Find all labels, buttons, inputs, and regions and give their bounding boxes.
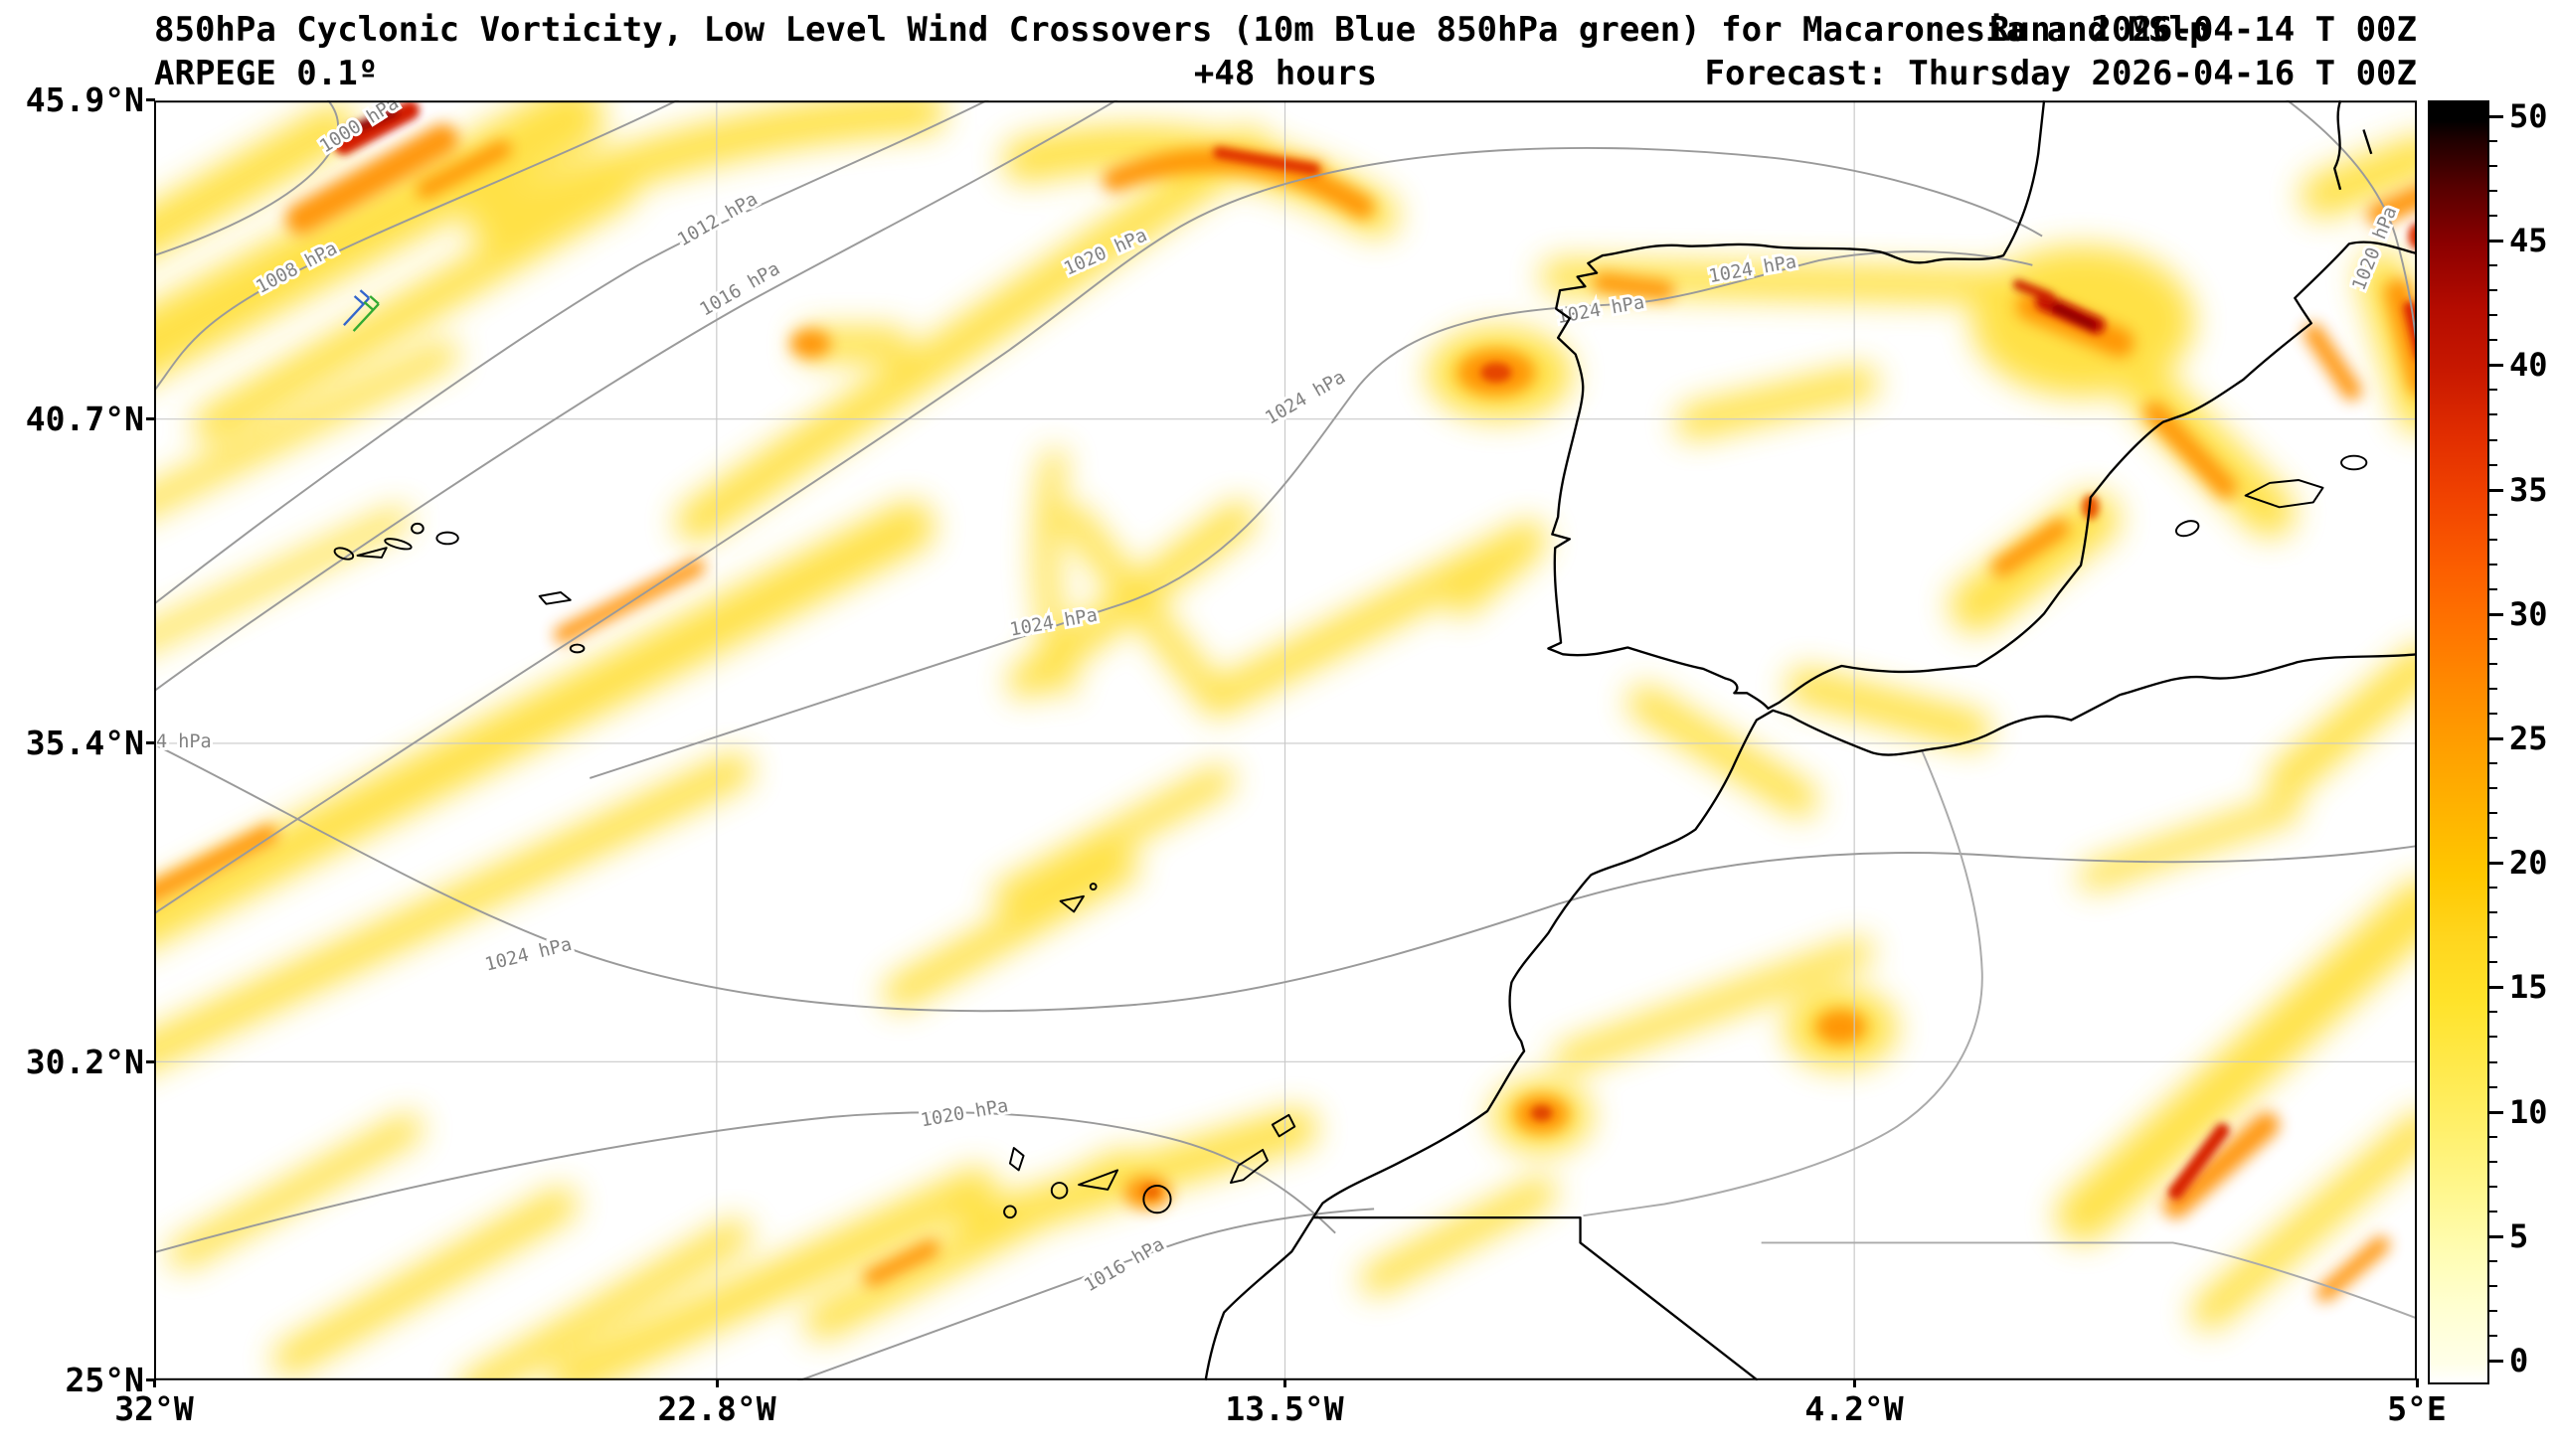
colorbar-tick [2489,1259,2497,1262]
axis-x-tick-label: 22.8°W [607,1378,826,1428]
colorbar-tick [2489,289,2497,292]
colorbar-tick-label: 25 [2509,720,2548,757]
axis-x-tick-label: 5°E [2307,1378,2526,1428]
colorbar-tick [2489,712,2497,715]
gridlines [154,100,2417,1380]
colorbar-tick-label: 0 [2509,1342,2529,1379]
colorbar-tick [2489,662,2497,665]
colorbar-tick [2489,190,2497,193]
axis-x-tick-label: 32°W [45,1378,263,1428]
colorbar-tick [2489,587,2497,590]
colorbar-tick [2489,862,2503,866]
colorbar-tick [2489,1135,2497,1138]
colorbar-tick [2489,737,2503,740]
colorbar-tick [2489,637,2497,640]
isobar-contours [154,100,2417,1380]
colorbar-tick [2489,488,2503,492]
colorbar-tick-label: 40 [2509,346,2548,385]
colorbar-tick [2489,612,2503,616]
wind-barb-green-icon [352,295,380,332]
colorbar-tick [2489,314,2497,317]
colorbar-tick [2489,887,2497,890]
colorbar-tick [2489,1185,2497,1188]
lead-time-label: +48 hours [1193,54,1378,93]
colorbar-tick [2489,1110,2503,1114]
model-label: ARPEGE 0.1º [154,54,379,93]
country-borders [1583,750,2417,1320]
colorbar-tick [2489,837,2497,840]
colorbar-tick [2489,1334,2497,1337]
colorbar-tick-label: 10 [2509,1092,2548,1131]
colorbar-tick [2489,1160,2497,1163]
colorbar-tick [2489,1284,2497,1287]
colorbar-tick [2489,1011,2497,1014]
colorbar-tick [2489,538,2497,541]
axis-y-tick-label: 45.9°N [0,81,155,119]
coastlines [1204,100,2417,1380]
colorbar-tick [2489,1309,2497,1312]
run-label: Run: 2026-04-14 T 00Z [1989,10,2417,50]
colorbar-tick-label: 35 [2509,470,2548,509]
colorbar-tick [2489,986,2503,990]
colorbar-tick [2489,1234,2503,1238]
map-plot-area: 1000 hPa 1008 hPa 1012 hPa 1016 hPa 1020… [154,100,2417,1380]
axis-x-tick-label: 13.5°W [1175,1378,1394,1428]
colorbar-tick [2489,812,2497,815]
colorbar-tick [2489,563,2497,566]
colorbar-gradient [2428,100,2489,1384]
islands [333,454,2368,1219]
colorbar-tick-label: 5 [2509,1216,2529,1255]
colorbar-tick [2489,936,2497,939]
colorbar-tick [2489,264,2497,267]
colorbar-tick [2489,215,2497,218]
colorbar-tick [2489,364,2503,368]
colorbar-tick [2489,240,2503,243]
colorbar-tick [2489,1060,2497,1063]
colorbar-tick [2489,1210,2497,1213]
colorbar-tick-label: 15 [2509,968,2548,1007]
forecast-label: Forecast: Thursday 2026-04-16 T 00Z [1704,54,2417,93]
colorbar-tick [2489,1036,2497,1039]
colorbar-tick [2489,389,2497,392]
colorbar-tick-label: 30 [2509,594,2548,633]
axis-y-tick-label: 35.4°N [0,725,155,762]
wind-barbs [343,289,380,332]
axis-y-tick-label: 25°N [0,1362,155,1399]
colorbar-tick [2489,687,2497,690]
colorbar-tick-label: 50 [2509,97,2548,135]
colorbar-tick [2489,165,2497,168]
colorbar-tick [2489,1085,2497,1088]
colorbar-tick [2489,140,2497,143]
colorbar-tick [2489,115,2503,118]
colorbar-tick [2489,911,2497,914]
colorbar-tick [2489,438,2497,441]
axis-y-tick-label: 40.7°N [0,401,155,438]
colorbar: 0 5 10 15 20 25 30 35 40 45 50 [2428,97,2559,1402]
colorbar-tick [2489,513,2497,516]
axis-x-tick-label: 4.2°W [1745,1378,1963,1428]
colorbar-tick [2489,1360,2503,1363]
colorbar-tick-label: 45 [2509,222,2548,260]
axis-y-tick-label: 30.2°N [0,1044,155,1081]
colorbar-tick [2489,762,2497,765]
colorbar-tick-label: 20 [2509,844,2548,883]
colorbar-tick [2489,339,2497,342]
colorbar-tick [2489,961,2497,964]
colorbar-tick [2489,463,2497,466]
isobar-label: 4 hPa [156,731,212,752]
colorbar-tick [2489,413,2497,416]
colorbar-tick [2489,787,2497,790]
page-title: 850hPa Cyclonic Vorticity, Low Level Win… [154,10,2210,50]
